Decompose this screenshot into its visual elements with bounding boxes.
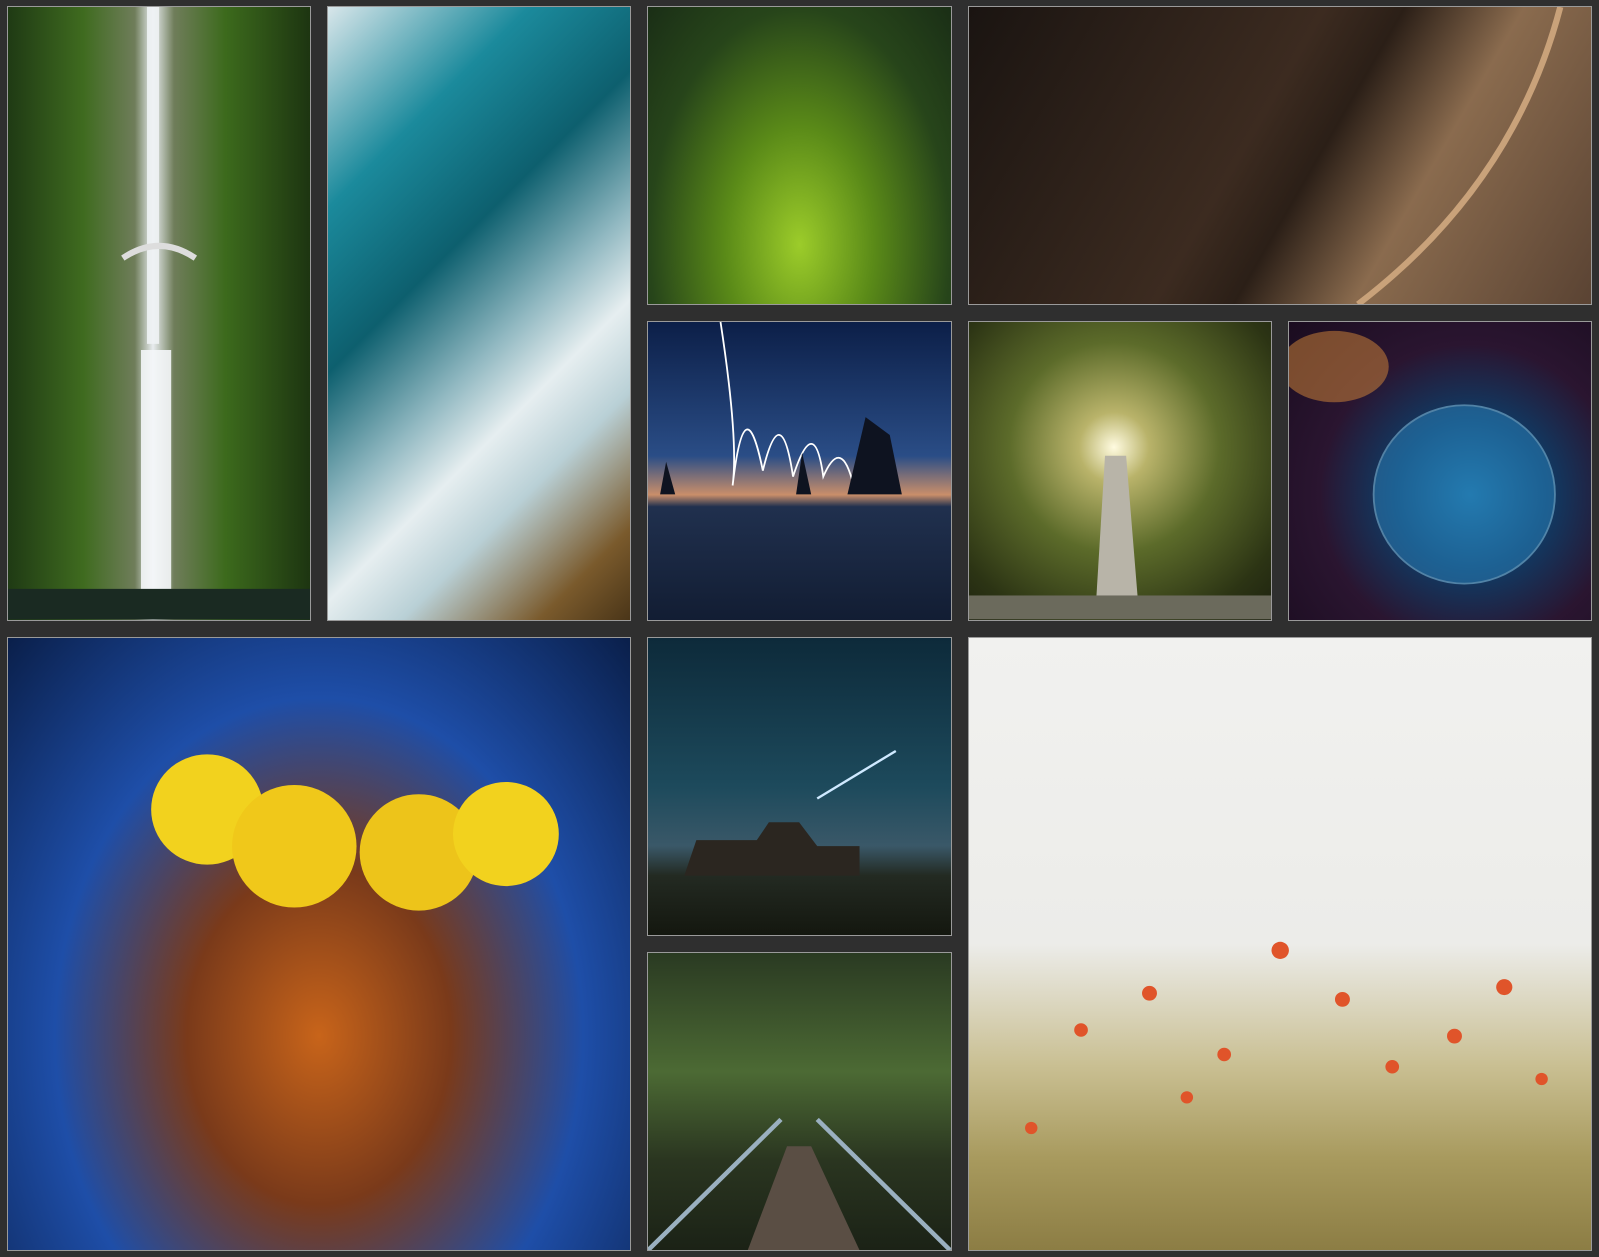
nebula-art	[1288, 331, 1556, 585]
photo-architecture[interactable]	[967, 6, 1592, 306]
tree-art	[968, 456, 1271, 620]
photo-waterfall[interactable]	[7, 6, 312, 621]
waterfall-art	[8, 7, 311, 620]
photo-poppies[interactable]	[967, 636, 1592, 1251]
photo-hills[interactable]	[647, 6, 952, 306]
bridge-art	[648, 1117, 951, 1250]
photo-ocean[interactable]	[327, 6, 632, 621]
arch-art	[1355, 7, 1563, 305]
photo-bacteria[interactable]	[7, 636, 632, 1251]
photo-light-trails[interactable]	[647, 321, 952, 621]
photo-night-sky[interactable]	[647, 636, 952, 936]
photo-tree[interactable]	[967, 321, 1272, 621]
photo-nebula[interactable]	[1287, 321, 1592, 621]
night-art	[684, 749, 897, 876]
poppies-art	[1024, 941, 1548, 1134]
photo-bridge[interactable]	[647, 951, 952, 1251]
trails-art	[660, 322, 903, 495]
bacteria-art	[151, 753, 559, 911]
